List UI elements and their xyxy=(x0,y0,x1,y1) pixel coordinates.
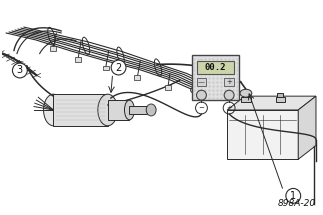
Bar xyxy=(227,110,298,159)
Circle shape xyxy=(13,63,27,78)
Text: 2: 2 xyxy=(115,63,122,72)
Bar xyxy=(130,106,147,114)
Bar xyxy=(75,57,81,62)
Text: 3: 3 xyxy=(17,66,23,75)
Circle shape xyxy=(196,90,206,100)
Bar xyxy=(241,97,251,102)
Circle shape xyxy=(224,90,234,100)
Bar xyxy=(165,85,171,90)
Ellipse shape xyxy=(240,89,252,97)
Bar xyxy=(134,75,140,80)
Bar xyxy=(224,78,234,86)
Text: 898A-20: 898A-20 xyxy=(278,199,316,208)
Bar xyxy=(53,94,108,126)
Ellipse shape xyxy=(201,90,208,96)
Bar xyxy=(192,55,239,100)
Text: 00.2: 00.2 xyxy=(204,63,226,72)
Bar xyxy=(196,61,234,74)
Ellipse shape xyxy=(195,82,203,88)
Ellipse shape xyxy=(44,94,63,126)
Bar xyxy=(276,97,286,102)
Ellipse shape xyxy=(98,94,118,126)
Ellipse shape xyxy=(191,87,199,93)
Text: −: − xyxy=(199,105,204,111)
Bar xyxy=(50,46,57,51)
Bar xyxy=(243,93,249,97)
Bar xyxy=(108,100,130,120)
Bar xyxy=(277,93,283,97)
Circle shape xyxy=(286,188,301,203)
Circle shape xyxy=(111,60,126,75)
Polygon shape xyxy=(227,96,316,110)
Text: 1: 1 xyxy=(290,191,296,201)
Text: +: + xyxy=(226,79,232,85)
Bar xyxy=(103,66,109,71)
Polygon shape xyxy=(298,96,316,159)
Ellipse shape xyxy=(146,104,156,116)
Text: —: — xyxy=(198,79,205,85)
Bar xyxy=(196,78,206,86)
Ellipse shape xyxy=(124,100,134,120)
Text: +: + xyxy=(226,105,232,111)
